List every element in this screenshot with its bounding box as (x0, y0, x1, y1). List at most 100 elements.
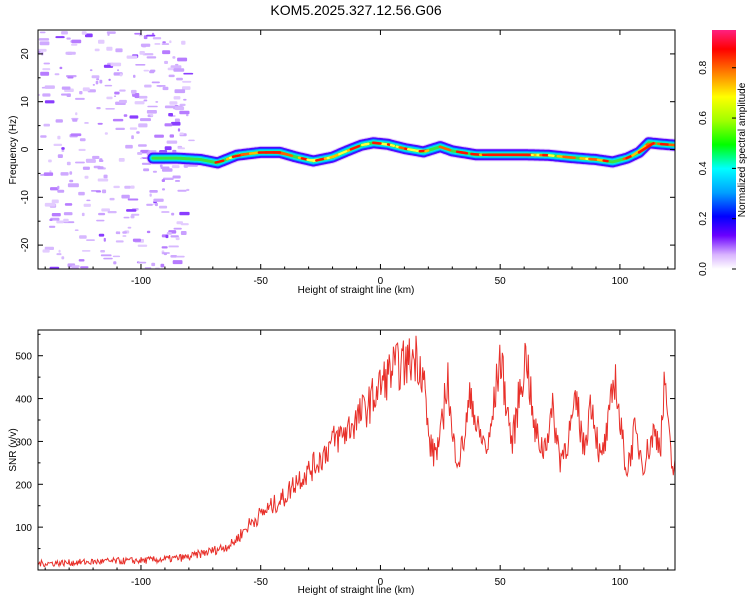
noise-speckle (119, 89, 126, 92)
ridge-hotspot (214, 159, 225, 164)
noise-speckle (180, 223, 189, 226)
noise-speckle (152, 203, 156, 205)
noise-speckle (98, 39, 105, 44)
noise-speckle (49, 170, 52, 173)
noise-speckle (140, 157, 143, 160)
noise-speckle (99, 79, 103, 84)
noise-speckle (61, 147, 65, 150)
snr-content (38, 335, 675, 568)
noise-speckle (115, 48, 123, 53)
noise-speckle (48, 159, 52, 163)
noise-speckle (49, 266, 60, 269)
noise-speckle (180, 231, 187, 235)
noise-speckle (147, 105, 158, 108)
ridge-hotspot (458, 150, 468, 155)
noise-speckle (66, 37, 71, 40)
noise-speckle (104, 84, 113, 87)
noise-speckle (42, 93, 51, 97)
noise-speckle (75, 97, 85, 100)
snr-line (38, 335, 675, 568)
noise-speckle (108, 78, 111, 81)
noise-speckle (86, 239, 95, 241)
noise-speckle (44, 246, 54, 250)
colorbar-tick-label: 0.8 (698, 60, 709, 74)
noise-speckle (146, 110, 157, 114)
ridge-peak (371, 141, 382, 145)
noise-speckle (97, 178, 109, 182)
noise-speckle (143, 99, 148, 102)
snr-xlabel: Height of straight line (km) (298, 585, 415, 596)
noise-speckle (67, 183, 79, 188)
noise-speckle (78, 259, 85, 262)
noise-speckle (146, 56, 157, 59)
noise-speckle (106, 96, 113, 100)
noise-speckle (168, 74, 175, 78)
noise-speckle (144, 84, 152, 88)
noise-speckle (96, 219, 105, 222)
noise-speckle (69, 179, 74, 183)
colorbar-tick-label: 0.4 (698, 161, 709, 175)
ridge-hotspot (565, 155, 576, 160)
noise-speckle (131, 91, 136, 95)
noise-speckle (85, 33, 93, 38)
noise-speckle (71, 265, 80, 268)
noise-speckle (150, 113, 154, 117)
noise-speckle (51, 199, 59, 204)
x-tick-label: -100 (131, 276, 151, 287)
noise-speckle (100, 250, 105, 253)
noise-speckle (81, 250, 91, 252)
noise-speckle (98, 233, 105, 237)
noise-speckle (74, 229, 79, 231)
noise-speckle (107, 211, 117, 214)
noise-speckle (94, 48, 100, 52)
noise-speckle (164, 105, 175, 109)
noise-speckle (39, 41, 50, 46)
colorbar-tick-label: 0.2 (698, 211, 709, 225)
noise-speckle (69, 171, 73, 175)
noise-speckle (118, 158, 125, 162)
noise-speckle (168, 113, 173, 117)
noise-speckle (43, 172, 54, 176)
noise-speckle (95, 190, 102, 193)
noise-speckle (70, 133, 82, 137)
ridge-hotspot (590, 157, 599, 161)
noise-speckle (131, 135, 134, 140)
noise-speckle (79, 91, 83, 95)
noise-speckle (135, 64, 146, 66)
noise-speckle (89, 69, 93, 72)
noise-speckle (159, 205, 168, 209)
x-tick-label: 100 (612, 276, 629, 287)
noise-speckle (161, 211, 170, 213)
noise-speckle (92, 84, 95, 86)
noise-speckle (162, 188, 165, 191)
noise-speckle (103, 174, 108, 179)
noise-speckle (82, 166, 90, 170)
noise-speckle (57, 135, 61, 140)
noise-speckle (165, 234, 169, 239)
noise-speckle (133, 74, 136, 78)
spectrogram-content (38, 31, 675, 269)
noise-speckle (143, 69, 149, 72)
noise-speckle (175, 180, 180, 182)
noise-speckle (72, 118, 78, 122)
spectrogram-xlabel: Height of straight line (km) (298, 285, 415, 296)
noise-speckle (174, 89, 186, 94)
noise-speckle (125, 144, 133, 149)
noise-speckle (143, 168, 150, 172)
colorbar-tick-label: 0.0 (698, 262, 709, 276)
noise-speckle (153, 198, 164, 202)
noise-speckle (84, 122, 89, 124)
noise-speckle (112, 255, 121, 258)
noise-speckle (174, 118, 180, 123)
noise-speckle (56, 220, 64, 224)
noise-speckle (78, 148, 86, 151)
noise-speckle (138, 144, 147, 147)
noise-speckle (134, 101, 145, 105)
noise-speckle (113, 185, 120, 189)
ridge-hotspot (424, 149, 430, 153)
noise-speckle (42, 68, 51, 71)
noise-speckle (63, 218, 69, 223)
noise-speckle (44, 100, 55, 104)
noise-speckle (105, 108, 115, 110)
noise-speckle (183, 98, 187, 101)
